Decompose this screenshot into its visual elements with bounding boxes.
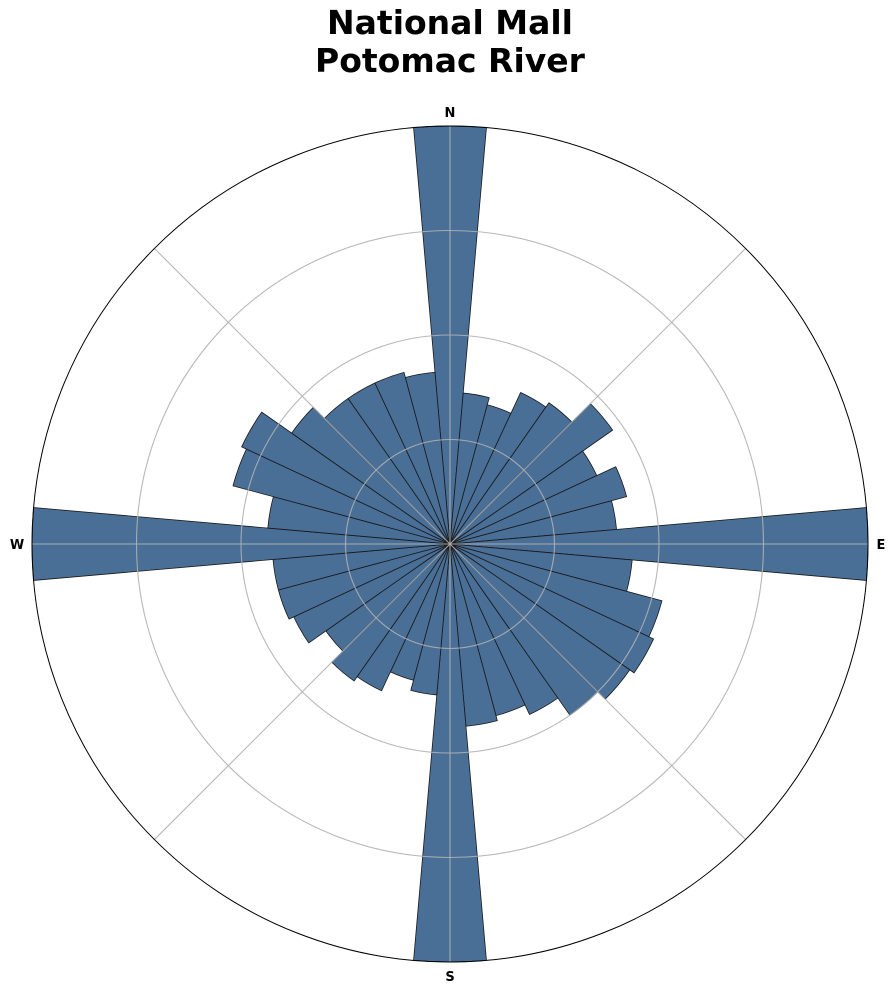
direction-label-e: E — [877, 538, 886, 553]
angular-gridline-225deg — [154, 543, 451, 840]
bar-340deg — [374, 372, 451, 545]
angular-gridline-315deg — [154, 248, 451, 545]
outer-circle — [31, 125, 869, 963]
bar-350deg — [404, 371, 451, 545]
chart-title: National Mall Potomac River — [0, 4, 896, 80]
chart-title-line-2: Potomac River — [315, 41, 585, 80]
overlay-layer — [31, 125, 869, 963]
direction-label-s: S — [445, 970, 454, 985]
direction-label-n: N — [445, 106, 456, 121]
bar-300deg — [241, 411, 451, 545]
direction-label-w: W — [10, 538, 24, 553]
angular-gridline-135deg — [449, 543, 746, 840]
direction-labels: N E S W — [10, 106, 886, 985]
bar-150deg — [449, 543, 559, 715]
bar-70deg — [449, 466, 628, 545]
bar-120deg — [449, 543, 655, 674]
chart-title-line-1: National Mall — [327, 3, 573, 42]
angular-gridline-45deg — [449, 248, 746, 545]
